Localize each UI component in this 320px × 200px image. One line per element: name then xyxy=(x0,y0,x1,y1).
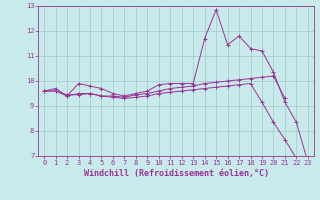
X-axis label: Windchill (Refroidissement éolien,°C): Windchill (Refroidissement éolien,°C) xyxy=(84,169,268,178)
